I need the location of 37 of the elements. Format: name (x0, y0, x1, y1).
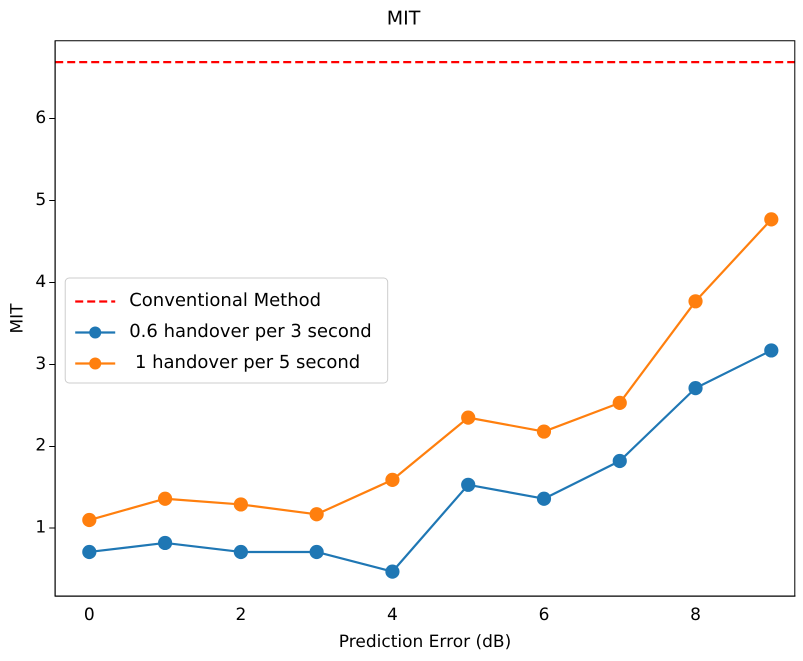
point (688, 381, 703, 396)
y-tick-label: 5 (35, 190, 46, 210)
point (385, 472, 400, 487)
y-tick-label: 4 (35, 272, 46, 292)
point (158, 536, 172, 550)
point (310, 544, 324, 560)
point (612, 454, 627, 468)
point (688, 294, 703, 308)
point (764, 212, 778, 226)
point (536, 492, 552, 506)
y-tick-label: 2 (35, 436, 46, 456)
x-tick-label: 4 (387, 604, 398, 625)
x-tick-label: 8 (690, 604, 701, 625)
point (764, 343, 778, 358)
point (234, 544, 248, 560)
y-axis-title: MIT (8, 302, 28, 334)
legend-label: 1 handover per 5 second (129, 352, 360, 374)
chart-title: MIT (386, 7, 421, 30)
x-tick-label: 0 (84, 604, 95, 625)
point (82, 512, 96, 528)
y-tick-label: 1 (35, 518, 46, 538)
legend-label: Conventional Method (129, 290, 322, 312)
point (234, 497, 248, 512)
x-axis-title: Prediction Error (dB) (338, 632, 512, 652)
x-tick-label: 2 (235, 604, 246, 625)
point (310, 507, 324, 522)
point (461, 478, 476, 492)
point (158, 492, 172, 506)
x-tick-label: 6 (538, 604, 550, 625)
y-tick-label: 3 (35, 354, 46, 374)
legend-label: 0.6 handover per 3 second (129, 321, 372, 342)
point (82, 544, 96, 560)
point (612, 396, 627, 410)
point (536, 424, 552, 439)
y-tick-label: 6 (35, 108, 46, 128)
point (461, 410, 476, 425)
point (385, 564, 400, 579)
